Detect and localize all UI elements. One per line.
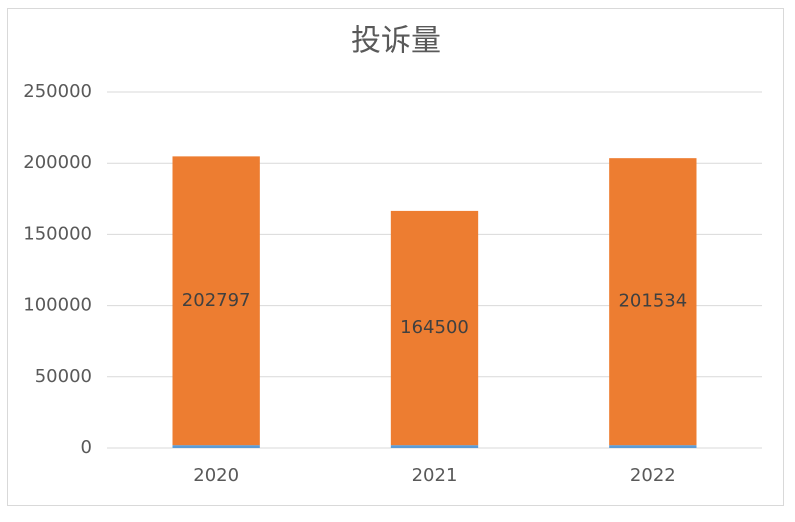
bar-segment — [609, 158, 697, 446]
data-label: 202797 — [182, 290, 251, 311]
y-tick-label: 200000 — [23, 152, 92, 173]
x-tick-label: 2022 — [630, 465, 676, 486]
bar-segment — [609, 445, 697, 448]
y-tick-label: 0 — [81, 437, 92, 458]
bar-segment — [172, 445, 260, 448]
data-label: 164500 — [400, 317, 469, 338]
y-tick-label: 250000 — [23, 81, 92, 102]
y-tick-label: 100000 — [23, 295, 92, 316]
bar-segment — [390, 210, 479, 446]
chart-title: 投诉量 — [351, 24, 441, 59]
x-tick-label: 2021 — [412, 465, 458, 486]
bar-segment — [172, 156, 260, 446]
x-tick-label: 2020 — [193, 465, 239, 486]
y-tick-label: 150000 — [23, 223, 92, 244]
y-tick-label: 50000 — [35, 366, 92, 387]
data-label: 201534 — [618, 291, 687, 312]
bar-segment — [390, 445, 479, 448]
